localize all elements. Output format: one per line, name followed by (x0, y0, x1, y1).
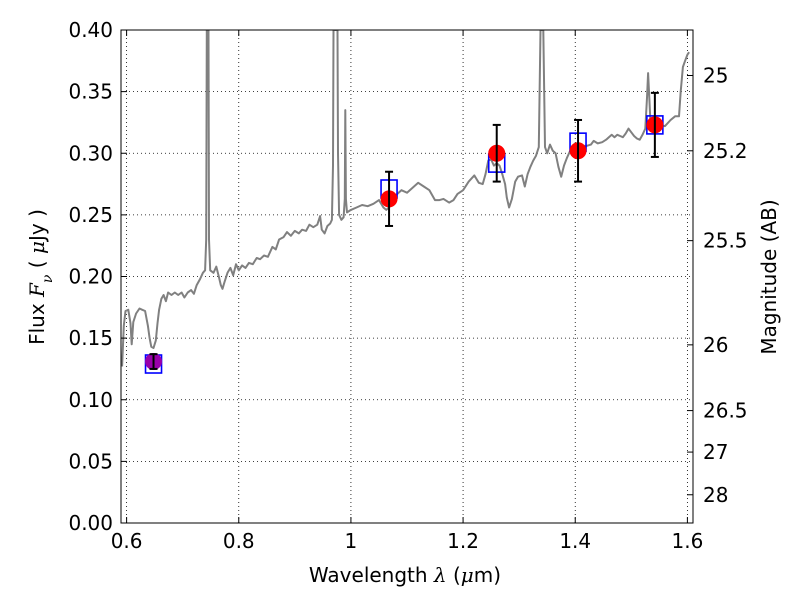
x-tick-label: 0.8 (223, 529, 255, 553)
plot-area (121, 30, 690, 374)
model-spectrum-line (121, 30, 690, 367)
y-tick-label: 0.15 (68, 326, 113, 350)
right-tick-label: 25 (703, 64, 728, 88)
x-tick-label: 1.6 (671, 529, 703, 553)
right-tick-label: 26.5 (703, 399, 748, 423)
right-tick-label: 26 (703, 333, 728, 357)
y-tick-label: 0.40 (68, 18, 113, 42)
x-tick-label: 1.4 (559, 529, 591, 553)
right-tick-label: 27 (703, 440, 728, 464)
x-tick-label: 1 (345, 529, 358, 553)
y-tick-label: 0.10 (68, 388, 113, 412)
y-tick-label: 0.05 (68, 449, 113, 473)
right-axis-label: Magnitude (AB) (757, 199, 781, 354)
y-tick-label: 0.35 (68, 80, 113, 104)
right-tick-label: 25.5 (703, 229, 748, 253)
y-tick-label: 0.20 (68, 265, 113, 289)
x-tick-label: 0.6 (111, 529, 143, 553)
right-tick-label: 25.2 (703, 139, 748, 163)
x-tick-label: 1.2 (447, 529, 479, 553)
y-tick-label: 0.00 (68, 511, 113, 535)
right-tick-label: 28 (703, 483, 728, 507)
y-axis-label: Flux Fν ( μJy ) (25, 209, 56, 345)
x-axis-label: Wavelength λ (μm) (309, 563, 501, 587)
y-tick-label: 0.25 (68, 203, 113, 227)
y-tick-label: 0.30 (68, 141, 113, 165)
